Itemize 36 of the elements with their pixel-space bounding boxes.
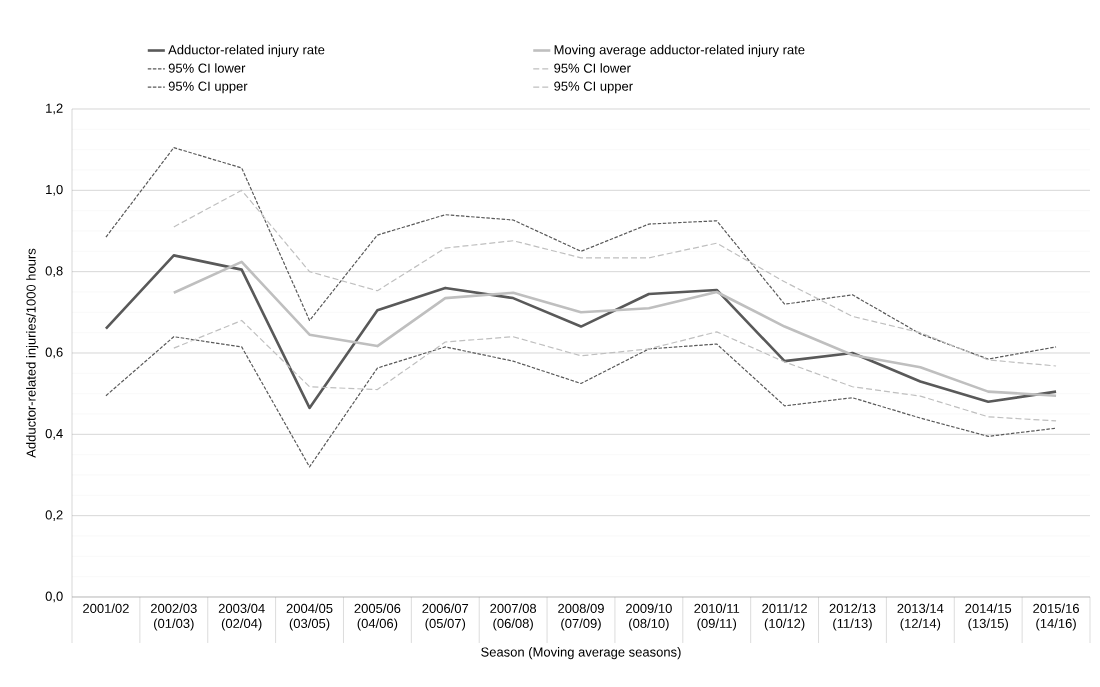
x-tick-label: 2005/06 (04/06) (354, 603, 401, 631)
x-tick-label: 2004/05 (03/05) (286, 603, 333, 631)
y-tick-label: 1,0 (46, 184, 63, 196)
y-tick-label: 0,8 (45, 266, 63, 278)
line-series (105, 147, 1057, 360)
legend-label: 95% CI upper (168, 81, 248, 94)
x-tick-label: 2010/11 (09/11) (694, 603, 740, 631)
legend-label: 95% CI upper (554, 81, 633, 94)
legend-label: 95% CI lower (168, 63, 246, 73)
x-tick-label: 2012/13 (11/13) (829, 603, 876, 631)
x-tick-label: 2011/12 (10/12) (762, 603, 807, 631)
x-tick-label: 2015/16 (14/16) (1033, 603, 1079, 631)
y-axis-title: Adductor-related injuries/1000 hours (26, 248, 39, 458)
y-tick-label: 0,2 (45, 510, 63, 522)
y-tick-label: 0,0 (45, 591, 63, 603)
x-tick-label: 2014/15 (13/15) (965, 603, 1012, 631)
x-tick-label: 2009/10 (08/10) (626, 603, 672, 631)
x-axis-title: Season (Moving average seasons) (481, 647, 681, 660)
line-series (104, 254, 1058, 410)
line-series (105, 336, 1057, 468)
legend-label: Moving average adductor-related injury rate (554, 44, 805, 57)
x-tick-label: 2008/09 (07/09) (558, 603, 604, 631)
y-tick-label: 0,4 (45, 428, 63, 440)
line-series (173, 189, 1057, 367)
legend-label: Adductor-related injury rate (168, 44, 325, 57)
x-tick-label: 2001/02 (83, 603, 129, 613)
x-tick-label: 2006/07 (05/07) (422, 603, 469, 631)
x-tick-label: 2007/08 (06/08) (490, 603, 537, 631)
y-tick-label: 0,6 (45, 347, 63, 359)
y-tick-label: 1,2 (46, 103, 63, 115)
line-series (172, 260, 1058, 397)
line-series (173, 319, 1057, 422)
x-tick-label: 2003/04 (02/04) (218, 603, 265, 631)
x-tick-label: 2013/14 (12/14) (897, 603, 944, 631)
legend-label: 95% CI lower (554, 63, 631, 73)
x-tick-label: 2002/03 (01/03) (150, 603, 197, 631)
